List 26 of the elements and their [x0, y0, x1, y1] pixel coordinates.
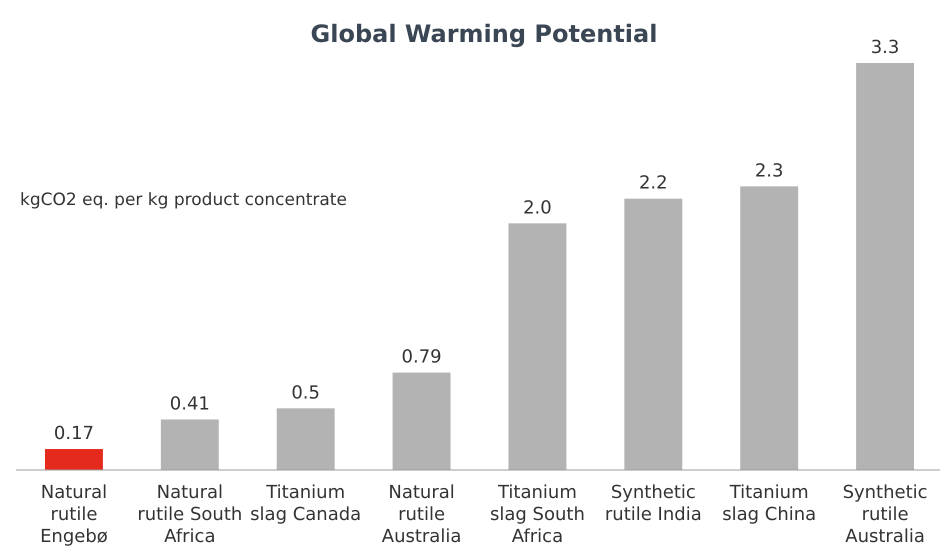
x-tick-label: Titanium slag China [722, 482, 816, 525]
bar [44, 449, 103, 470]
data-label: 3.3 [870, 37, 900, 58]
chart-title: Global Warming Potential [310, 20, 658, 48]
bar [508, 223, 566, 470]
x-tick-label: Titanium slag Canada [250, 482, 362, 525]
data-label: 2.2 [638, 172, 668, 194]
data-label: 0.79 [402, 346, 442, 368]
bar [392, 372, 451, 470]
x-tick-label: Natural rutile South Africa [137, 482, 242, 547]
bar [160, 419, 219, 470]
data-label: 0.5 [291, 382, 320, 404]
x-tick-label: Titanium slag South Africa [490, 482, 585, 547]
x-tick-label: Synthetic rutile Australia [842, 482, 928, 547]
data-label: 2.0 [523, 197, 552, 218]
x-tick-label: Natural rutile Engebø [40, 482, 108, 547]
bar [624, 198, 682, 470]
y-axis-title: kgCO2 eq. per kg product concentrate [20, 190, 347, 210]
bar [856, 63, 914, 470]
bar [276, 408, 335, 470]
data-label: 0.17 [54, 423, 94, 444]
x-tick-label: Natural rutile Australia [382, 482, 462, 547]
x-tick-label: Synthetic rutile India [604, 482, 702, 525]
data-label: 0.41 [170, 393, 210, 414]
bar [740, 186, 798, 470]
data-label: 2.3 [754, 160, 784, 182]
